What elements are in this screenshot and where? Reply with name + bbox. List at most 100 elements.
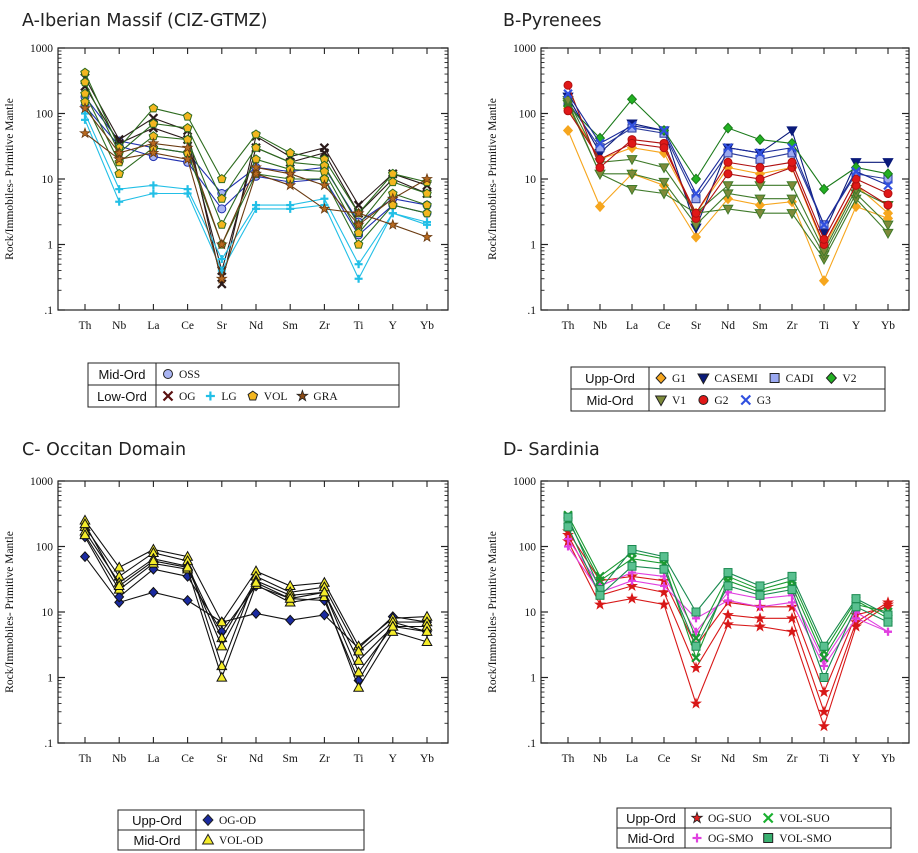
series-OG-SMO <box>564 542 892 670</box>
data-point <box>149 181 158 190</box>
data-point <box>79 528 91 540</box>
data-point <box>387 620 399 631</box>
x-tick-label: Zr <box>319 320 330 332</box>
legend-item-label: VOL-SUO <box>779 813 829 825</box>
data-point <box>882 207 894 219</box>
series-line <box>84 523 428 674</box>
data-point <box>422 188 432 198</box>
series-VOL-SMO <box>563 522 893 682</box>
data-point <box>818 720 830 732</box>
x-tick-label: Yb <box>420 753 434 765</box>
data-point <box>215 238 228 250</box>
legend-marker <box>295 389 309 402</box>
data-point <box>723 568 733 578</box>
data-point <box>217 255 226 264</box>
data-point <box>786 181 798 192</box>
series-VOL <box>80 88 432 237</box>
y-tick-label: 1 <box>530 673 536 685</box>
data-point <box>352 218 365 230</box>
data-point <box>284 167 297 179</box>
x-tick-label: Sm <box>752 753 767 765</box>
data-point <box>147 146 160 159</box>
x-tick-label: Ti <box>819 753 829 765</box>
series-GRA <box>79 126 433 284</box>
data-point <box>353 227 364 237</box>
legend-item-label: VOL-SMO <box>779 833 831 845</box>
legend-marker <box>205 391 215 401</box>
legend: Upp-Ord OG-OD Mid-Ord VOL-OD <box>117 809 365 851</box>
data-point <box>723 169 733 179</box>
chart-panel-0: A-Iberian Massif (CIZ-GTMZ) 1000 100 10 1 .1 R… <box>4 11 449 408</box>
data-point <box>884 627 892 636</box>
marker-stroke <box>762 812 774 824</box>
data-point <box>755 148 765 158</box>
x-tick-label: Ce <box>181 320 194 332</box>
x-tick-label: Sm <box>283 753 298 765</box>
legend: Upp-Ord OG-SUO VOL-SUO Mid-Ord OG-SMO VOL-SMO <box>616 807 892 849</box>
y-tick-label: 1000 <box>30 476 53 488</box>
marker-stroke <box>740 394 752 406</box>
data-point <box>353 239 364 249</box>
data-point <box>626 93 638 105</box>
series-line <box>84 531 427 662</box>
data-point <box>113 153 126 165</box>
data-point <box>79 126 91 139</box>
legend-group-label: Low-Ord <box>97 389 147 404</box>
x-tick-label: Nb <box>112 753 126 765</box>
legend-item-label: OG <box>179 391 196 403</box>
y-tick-label: .1 <box>527 738 536 750</box>
data-point <box>691 208 701 218</box>
legend-item-label: V2 <box>842 373 856 385</box>
data-point <box>147 137 160 149</box>
data-point <box>79 551 91 563</box>
data-point <box>217 204 227 214</box>
data-point <box>819 653 829 663</box>
data-point <box>755 581 765 591</box>
data-point <box>659 564 669 574</box>
legend-marker <box>697 373 710 385</box>
data-point <box>595 590 605 600</box>
legend-marker <box>690 811 704 824</box>
legend-marker <box>247 390 259 401</box>
marker-stroke <box>319 148 330 158</box>
legend-item-label: OG-SMO <box>708 833 753 845</box>
series-LG <box>81 109 431 269</box>
legend-group-label: Upp-Ord <box>585 371 635 386</box>
marker-stroke <box>883 180 893 191</box>
data-point <box>113 146 126 159</box>
marker-stroke <box>723 142 733 153</box>
data-point <box>788 598 796 607</box>
x-tick-label: Sr <box>217 320 227 332</box>
data-point <box>595 162 605 172</box>
series-VOL <box>80 67 432 218</box>
data-point <box>216 671 228 682</box>
x-tick-label: Sr <box>691 753 701 765</box>
data-point <box>115 185 124 194</box>
data-point <box>819 220 829 230</box>
y-axis-label: Rock/Immobiles- Primitive Mantle <box>487 531 499 693</box>
data-point <box>658 598 670 610</box>
data-point <box>250 167 262 179</box>
data-point <box>722 122 734 134</box>
x-tick-label: Th <box>562 320 575 332</box>
data-point <box>627 561 637 571</box>
y-tick-label: 1000 <box>30 43 53 55</box>
data-point <box>421 625 433 636</box>
y-tick-label: 100 <box>519 109 537 121</box>
legend-marker <box>692 833 702 843</box>
data-point <box>819 234 829 244</box>
panel-title: A-Iberian Massif (CIZ-GTMZ) <box>22 11 267 31</box>
legend-group-label: Mid-Ord <box>134 833 181 848</box>
y-tick-label: 100 <box>36 109 54 121</box>
series-GRA <box>79 102 433 250</box>
data-point <box>883 617 893 627</box>
data-point <box>149 189 158 198</box>
data-point <box>819 641 829 651</box>
marker-stroke <box>691 188 701 199</box>
x-tick-label: Sr <box>217 753 227 765</box>
legend-marker <box>740 394 752 406</box>
data-point <box>182 594 193 607</box>
data-point <box>216 659 228 671</box>
data-point <box>722 204 734 215</box>
series-G2 <box>563 106 893 244</box>
